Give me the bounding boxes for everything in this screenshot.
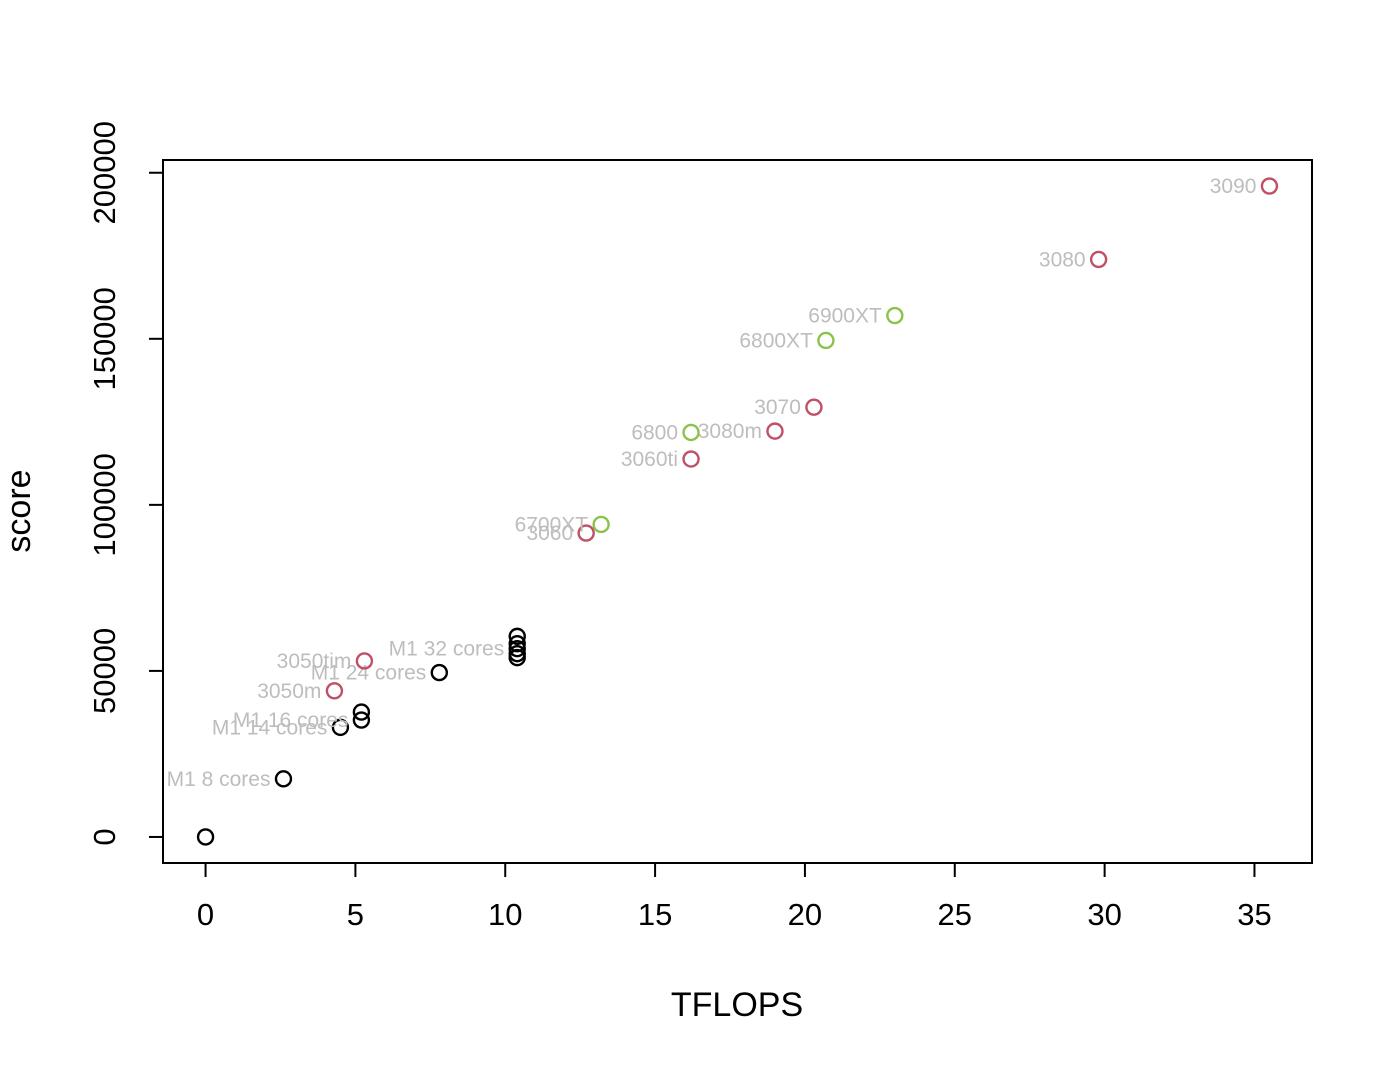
y-tick-label: 100000 bbox=[87, 453, 122, 556]
data-point-m1-16-cores bbox=[352, 711, 371, 729]
y-axis-title: score bbox=[0, 469, 38, 552]
y-tick-label: 50000 bbox=[87, 628, 122, 714]
data-point-3080 bbox=[1089, 250, 1108, 269]
x-tick-label: 15 bbox=[638, 897, 672, 932]
point-label-m1-8-cores: M1 8 cores bbox=[167, 768, 271, 791]
point-label-m1-16-cores: M1 16 cores bbox=[233, 709, 349, 732]
data-point-6800 bbox=[682, 423, 700, 442]
x-tick-label: 30 bbox=[1087, 897, 1121, 932]
data-point-6800xt bbox=[817, 331, 835, 350]
data-point-apple-m1 bbox=[508, 648, 526, 667]
data-point-apple-m1 bbox=[196, 828, 215, 846]
data-point-m1-8-cores bbox=[274, 770, 293, 788]
x-tick-label: 35 bbox=[1237, 897, 1271, 932]
plot-box bbox=[162, 159, 1313, 864]
y-tick-label: 200000 bbox=[87, 121, 122, 224]
data-point-m1-14-cores bbox=[331, 718, 350, 737]
data-point-apple-m1 bbox=[508, 627, 526, 646]
point-label-m1-32-cores: M1 32 cores bbox=[389, 638, 505, 661]
data-point-3060ti bbox=[682, 450, 700, 468]
point-label-3070: 3070 bbox=[754, 396, 801, 419]
y-axis-ticks: 0 50000 100000 150000 200000 bbox=[87, 121, 163, 846]
y-tick-label: 0 bbox=[87, 828, 122, 845]
x-tick-label: 5 bbox=[347, 897, 364, 932]
data-point-3080m bbox=[766, 422, 784, 440]
point-label-3060: 3060 bbox=[526, 522, 573, 545]
point-label-3050m: 3050m bbox=[257, 680, 321, 703]
point-label-3080m: 3080m bbox=[698, 420, 762, 443]
data-point-m1-24-cores bbox=[430, 663, 449, 682]
point-label-m1-24-cores: M1 24 cores bbox=[311, 662, 427, 685]
data-point-3090 bbox=[1260, 177, 1279, 195]
x-tick-label: 25 bbox=[938, 897, 972, 932]
data-point-apple-m1 bbox=[352, 703, 371, 721]
point-label-3050tim: 3050tim bbox=[277, 650, 352, 673]
data-point-6900xt bbox=[886, 306, 904, 325]
x-axis-ticks: 0 5 10 15 20 25 30 35 bbox=[197, 863, 1272, 932]
point-label-6800: 6800 bbox=[631, 421, 678, 444]
y-tick-label: 150000 bbox=[87, 287, 122, 390]
data-point-3050tim bbox=[355, 652, 374, 670]
point-label-3090: 3090 bbox=[1210, 175, 1257, 198]
x-tick-label: 10 bbox=[488, 897, 522, 932]
data-point-6700xt bbox=[592, 515, 610, 534]
point-label-6700xt: 6700XT bbox=[515, 513, 589, 536]
x-tick-label: 20 bbox=[788, 897, 822, 932]
data-point-m1-32-cores bbox=[508, 639, 526, 658]
x-tick-label: 0 bbox=[197, 897, 214, 932]
point-label-3080: 3080 bbox=[1039, 248, 1086, 271]
point-label-6800xt: 6800XT bbox=[739, 329, 813, 352]
data-point-3070 bbox=[805, 398, 823, 416]
data-point-3050m bbox=[325, 682, 344, 700]
point-label-m1-14-cores: M1 14 cores bbox=[212, 716, 328, 739]
point-label-3060ti: 3060ti bbox=[621, 448, 678, 471]
data-point-3060 bbox=[577, 524, 595, 542]
point-label-6900xt: 6900XT bbox=[808, 305, 882, 328]
x-axis-title: TFLOPS bbox=[671, 986, 803, 1024]
